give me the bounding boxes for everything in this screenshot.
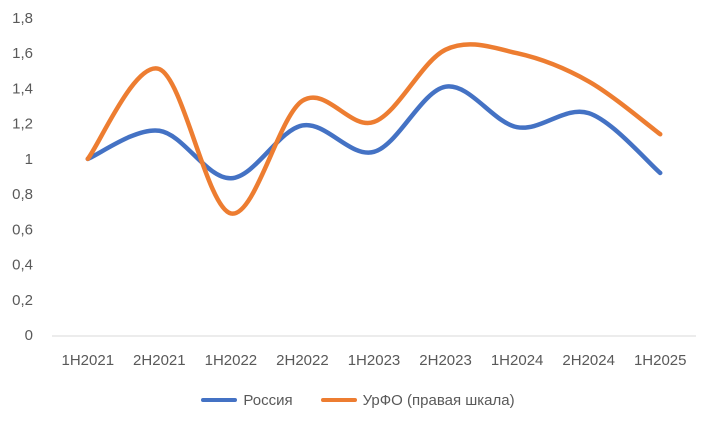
series-layer xyxy=(85,42,663,216)
legend-swatch-urfo xyxy=(320,398,357,402)
line-chart: 00,20,40,60,811,21,41,61,8 1H2021 2H2021 1… xyxy=(12,10,696,369)
x-tick-label: 2H2021 xyxy=(133,352,186,369)
x-tick-label: 2H2023 xyxy=(419,352,472,369)
y-axis-ticks: 0 0,2 0,4 0,6 0,8 1 1,2 1,4 1,6 1,8 xyxy=(12,10,33,344)
x-tick-label: 1H2022 xyxy=(205,352,258,369)
y-tick-label: 1,6 xyxy=(12,45,33,62)
legend-label-urfo: УрФО (правая шкала) xyxy=(362,391,515,409)
y-tick-label: 1,4 xyxy=(12,80,33,97)
y-tick-label: 1 xyxy=(25,151,33,168)
legend: Россия УрФО (правая шкала) xyxy=(0,388,716,412)
y-tick-label: 0,4 xyxy=(12,257,33,274)
series-line-urfo xyxy=(85,42,663,216)
x-tick-label: 2H2022 xyxy=(276,352,329,369)
y-tick-label: 0,6 xyxy=(12,221,33,238)
y-tick-label: 1,8 xyxy=(12,10,33,27)
y-tick-label: 0,8 xyxy=(12,186,33,203)
y-tick-label: 0,2 xyxy=(12,292,33,309)
legend-swatch-russia xyxy=(201,398,238,402)
legend-item-russia: Россия xyxy=(201,391,293,409)
x-axis-ticks: 1H2021 2H2021 1H2022 2H2022 1H2023 2H2023 1H20… xyxy=(62,352,687,369)
y-tick-label: 0 xyxy=(25,327,33,344)
x-tick-label: 2H2024 xyxy=(562,352,615,369)
x-tick-label: 1H2023 xyxy=(348,352,401,369)
series-line-russia xyxy=(85,84,663,181)
y-tick-label: 1,2 xyxy=(12,116,33,133)
x-tick-label: 1H2025 xyxy=(634,352,687,369)
legend-label-russia: Россия xyxy=(243,391,293,409)
x-tick-label: 1H2021 xyxy=(62,352,115,369)
legend-item-urfo: УрФО (правая шкала) xyxy=(320,391,515,409)
x-tick-label: 1H2024 xyxy=(491,352,544,369)
